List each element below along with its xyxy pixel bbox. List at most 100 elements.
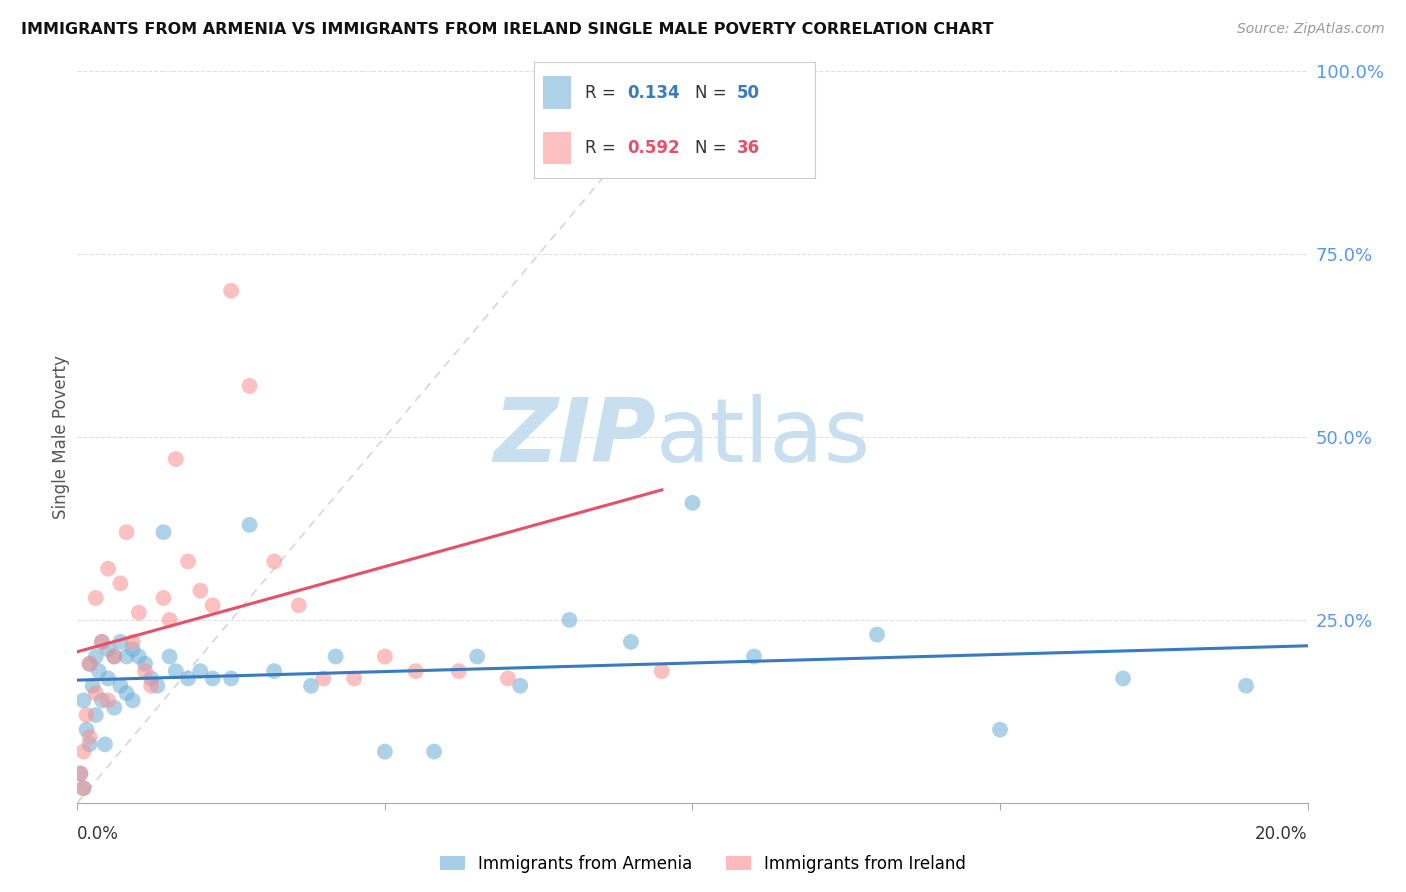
Point [115, 649, 138, 664]
Point [115, 525, 138, 540]
Point [159, 649, 181, 664]
Point [87, 664, 110, 678]
Point [72, 781, 94, 796]
Point [72, 745, 94, 759]
Point [177, 554, 200, 568]
Point [620, 635, 643, 649]
Point [69, 766, 91, 780]
Text: 0.592: 0.592 [627, 139, 679, 157]
Y-axis label: Single Male Poverty: Single Male Poverty [52, 355, 70, 519]
Point [651, 664, 673, 678]
Point [159, 613, 181, 627]
Point [72, 781, 94, 796]
Point [121, 693, 143, 707]
Point [682, 496, 704, 510]
Point [97, 642, 120, 657]
Point [103, 649, 125, 664]
Point [165, 452, 187, 467]
Point [115, 686, 138, 700]
Point [94, 737, 117, 751]
Point [263, 554, 285, 568]
Point [1112, 672, 1135, 686]
Point [263, 664, 285, 678]
Point [219, 284, 242, 298]
Point [79, 730, 101, 744]
Point [97, 693, 120, 707]
Point [128, 649, 150, 664]
Point [423, 745, 446, 759]
FancyBboxPatch shape [543, 77, 571, 109]
Point [141, 672, 163, 686]
Text: 0.0%: 0.0% [77, 825, 120, 843]
Point [110, 679, 132, 693]
Point [97, 672, 120, 686]
Point [558, 71, 581, 86]
Point [97, 562, 120, 576]
Point [558, 613, 581, 627]
Point [103, 700, 125, 714]
FancyBboxPatch shape [543, 132, 571, 164]
Point [82, 679, 104, 693]
Point [188, 664, 212, 678]
Point [1234, 679, 1257, 693]
Point [177, 672, 200, 686]
Point [134, 664, 156, 678]
Text: 50: 50 [737, 84, 759, 102]
Point [325, 649, 347, 664]
Point [103, 649, 125, 664]
Text: atlas: atlas [655, 393, 870, 481]
Text: N =: N = [695, 84, 731, 102]
Legend: Immigrants from Armenia, Immigrants from Ireland: Immigrants from Armenia, Immigrants from… [433, 848, 973, 880]
Point [496, 672, 519, 686]
Point [84, 591, 107, 605]
Point [121, 642, 143, 657]
Point [288, 599, 311, 613]
Point [405, 664, 427, 678]
Point [128, 606, 150, 620]
Point [79, 657, 101, 671]
Point [374, 745, 396, 759]
Point [465, 649, 488, 664]
Point [90, 635, 114, 649]
Point [110, 576, 132, 591]
Point [121, 635, 143, 649]
Point [90, 635, 114, 649]
Point [79, 657, 101, 671]
Text: 0.134: 0.134 [627, 84, 679, 102]
Text: ZIP: ZIP [492, 393, 655, 481]
Point [447, 664, 470, 678]
Point [312, 672, 335, 686]
Text: 36: 36 [737, 139, 759, 157]
Point [201, 599, 224, 613]
Text: IMMIGRANTS FROM ARMENIA VS IMMIGRANTS FROM IRELAND SINGLE MALE POVERTY CORRELATI: IMMIGRANTS FROM ARMENIA VS IMMIGRANTS FR… [21, 22, 994, 37]
Point [165, 664, 187, 678]
Point [146, 679, 169, 693]
Point [84, 649, 107, 664]
Point [84, 708, 107, 723]
Text: N =: N = [695, 139, 731, 157]
Text: R =: R = [585, 84, 621, 102]
Text: Source: ZipAtlas.com: Source: ZipAtlas.com [1237, 22, 1385, 37]
Point [239, 379, 262, 393]
Point [343, 672, 366, 686]
Point [866, 627, 889, 641]
Point [76, 708, 98, 723]
Point [188, 583, 212, 598]
Point [76, 723, 98, 737]
Point [110, 635, 132, 649]
Point [374, 649, 396, 664]
Point [72, 693, 94, 707]
Text: R =: R = [585, 139, 621, 157]
Point [509, 679, 531, 693]
Point [152, 525, 174, 540]
Point [201, 672, 224, 686]
Point [69, 766, 91, 780]
Point [239, 517, 262, 532]
Point [152, 591, 174, 605]
Point [134, 657, 156, 671]
Point [742, 649, 765, 664]
Point [90, 693, 114, 707]
Point [79, 737, 101, 751]
Point [84, 686, 107, 700]
Text: 20.0%: 20.0% [1256, 825, 1308, 843]
